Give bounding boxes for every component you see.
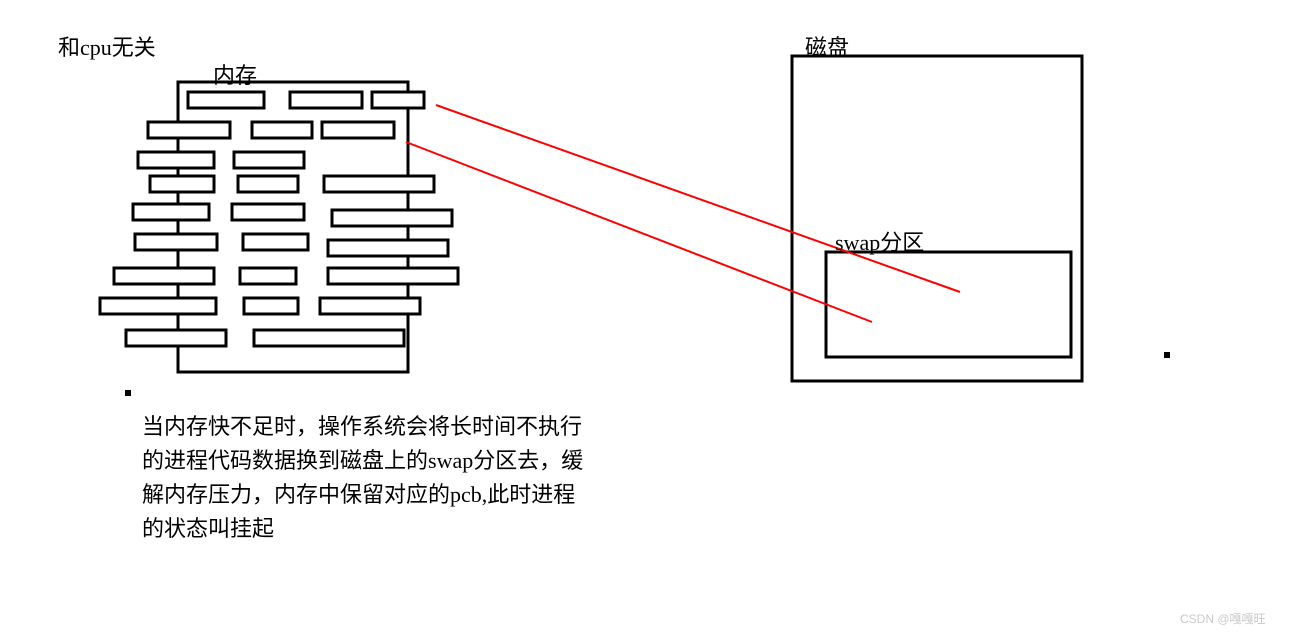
memory-bar-7 <box>234 152 304 168</box>
memory-bar-10 <box>324 176 434 192</box>
memory-bar-20 <box>100 298 216 314</box>
stray-dot-1 <box>1164 352 1170 358</box>
memory-bar-23 <box>126 330 226 346</box>
disk-label: 磁盘 <box>805 30 849 62</box>
memory-bar-17 <box>114 268 214 284</box>
memory-bar-8 <box>150 176 214 192</box>
memory-bar-0 <box>188 92 264 108</box>
memory-bar-15 <box>243 234 308 250</box>
memory-bar-18 <box>240 268 296 284</box>
memory-bar-12 <box>232 204 304 220</box>
description-text: 当内存快不足时，操作系统会将长时间不执行的进程代码数据换到磁盘上的swap分区去… <box>142 410 682 546</box>
memory-bar-9 <box>238 176 298 192</box>
watermark: CSDN @嘎嘎旺 <box>1180 610 1266 627</box>
memory-bar-19 <box>328 268 458 284</box>
memory-bar-3 <box>148 122 230 138</box>
memory-bar-5 <box>322 122 394 138</box>
memory-bar-6 <box>138 152 214 168</box>
memory-bar-2 <box>372 92 424 108</box>
memory-bar-22 <box>320 298 420 314</box>
memory-bar-14 <box>135 234 217 250</box>
memory-bar-4 <box>252 122 312 138</box>
memory-bar-16 <box>328 240 448 256</box>
memory-bar-1 <box>290 92 362 108</box>
memory-bar-13 <box>332 210 452 226</box>
cpu-note-label: 和cpu无关 <box>58 30 156 62</box>
memory-bar-24 <box>254 330 404 346</box>
memory-bar-21 <box>244 298 298 314</box>
swap-box <box>826 252 1071 357</box>
stray-dot-0 <box>125 390 131 396</box>
swap-label: swap分区 <box>835 225 924 257</box>
memory-label: 内存 <box>213 58 257 90</box>
memory-bar-11 <box>133 204 209 220</box>
